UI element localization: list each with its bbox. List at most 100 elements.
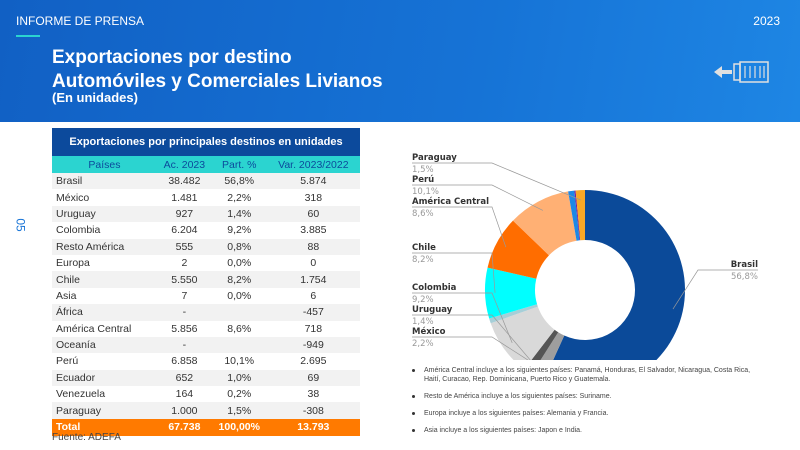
table-row: Europa 2 0,0% 0 [52,255,360,271]
table-cell: 652 [156,369,212,387]
slice-label: Perú [412,175,434,185]
slice-uruguay [531,329,559,360]
table-cell: Perú [56,355,79,368]
table-cell: 6.858 [171,355,198,368]
table-cell: -308 [266,402,360,419]
page-number: 05 [13,218,28,232]
slice-brasil [553,190,685,360]
table-cell: -949 [266,336,360,354]
slice-am-rica-central [487,220,549,279]
slice-percent: 9,2% [412,295,434,305]
leader-line [412,162,581,201]
table-cell: 318 [304,191,323,204]
slice-label: Chile [412,243,436,253]
table-row: Paraguay 1.000 1,5% -308 [52,402,360,419]
slice-label: Uruguay [412,305,453,315]
table-cell: - [156,304,212,321]
table-cell: 8,6% [227,322,252,335]
table-cell: Resto América [52,238,157,255]
table-cell: 1.000 [156,402,212,419]
table-cell: Chile [52,271,157,288]
slice-chile [485,267,538,319]
kicker-underline [16,35,40,37]
column-header: Var. 2023/2022 [266,156,360,173]
table-cell: 0,8% [211,238,267,255]
table-cell: 69 [266,369,360,387]
slice-percent: 8,2% [412,255,434,265]
table-cell: 0,0% [227,257,252,270]
footnote: Resto de América incluye a los siguiente… [412,392,762,401]
table-row: Colombia 6.204 9,2% 3.885 [52,222,360,238]
total-cell: 13.793 [266,418,360,436]
table-cell: 1,4% [211,205,267,223]
leader-line [412,184,544,211]
leader-line [672,269,758,310]
table-cell: Brasil [52,173,157,190]
total-cell: Total [52,418,157,436]
table-cell: 5.856 [171,322,198,335]
table-cell: 1.754 [266,271,360,288]
slice-percent: 1,5% [412,165,434,175]
footnote: América Central incluye a los siguientes… [412,366,762,384]
table-cell: 38.482 [156,173,212,190]
table-row: Chile 5.550 8,2% 1.754 [52,271,360,288]
slice-venezuela [574,190,581,241]
table-cell: - [156,336,212,354]
table-cell: -457 [266,304,360,321]
page-subtitle: (En unidades) [52,90,138,105]
table-cell: Europa [56,257,90,270]
footnotes-list: América Central incluye a los siguientes… [412,366,762,443]
table-cell: África [52,304,157,321]
table-row: Asia 7 0,0% 6 [52,288,360,304]
table-cell: 9,2% [227,224,252,237]
leader-line [412,314,531,360]
slice-per- [512,191,577,256]
slice-resto-am-rica [489,304,538,324]
table-cell: 6 [310,289,317,302]
table-cell: 2,2% [227,191,252,204]
column-header: Part. % [211,156,267,173]
table-cell: 60 [266,205,360,223]
table-row: África - -457 [52,304,360,321]
slice-ecuador [568,190,580,241]
table-cell: 164 [175,388,194,401]
table-cell: México [56,191,90,204]
table-cell: 0,2% [227,388,252,401]
destination-donut-chart: Paraguay 1,5%Perú 10,1%América Central 8,6%… [412,153,758,360]
table-cell: 88 [266,238,360,255]
page-title: Exportaciones por destino Automóviles y C… [52,46,383,94]
title-line-2: Automóviles y Comerciales Livianos [52,71,383,92]
table-cell: 555 [156,238,212,255]
slice-percent: 10,1% [412,187,439,197]
table-cell: 5.550 [156,271,212,288]
slice-paraguay [575,190,585,241]
table-row: Uruguay 927 1,4% 60 [52,205,360,223]
table-cell: 927 [156,205,212,223]
table-cell [211,304,267,321]
leader-line [412,206,507,248]
table-cell: 2.695 [300,355,327,368]
table-cell: 6.204 [171,224,198,237]
slice-label: Paraguay [412,153,457,163]
table-cell: 3.885 [300,224,327,237]
title-line-1: Exportaciones por destino [52,47,292,68]
table-cell: 7 [181,289,188,302]
table-cell: 8,2% [211,271,267,288]
table-row: Ecuador 652 1,0% 69 [52,369,360,387]
table-cell [211,336,267,354]
table-cell: 1,5% [211,402,267,419]
table-row: Oceanía - -949 [52,336,360,354]
slice-percent: 1,4% [412,317,434,327]
column-header: Países [52,156,157,173]
total-cell: 67.738 [156,418,212,436]
table-cell: 10,1% [224,355,255,368]
slice-label: Brasil [731,260,758,270]
leader-line [412,252,496,293]
table-cell: Uruguay [52,205,157,223]
slice-m-xico [540,332,565,360]
slice-percent: 2,2% [412,339,434,349]
exports-table: Exportaciones por principales destinos e… [52,128,360,436]
slice-label: Colombia [412,283,457,293]
table-cell: 5.874 [266,173,360,190]
table-cell: 2 [181,257,188,270]
